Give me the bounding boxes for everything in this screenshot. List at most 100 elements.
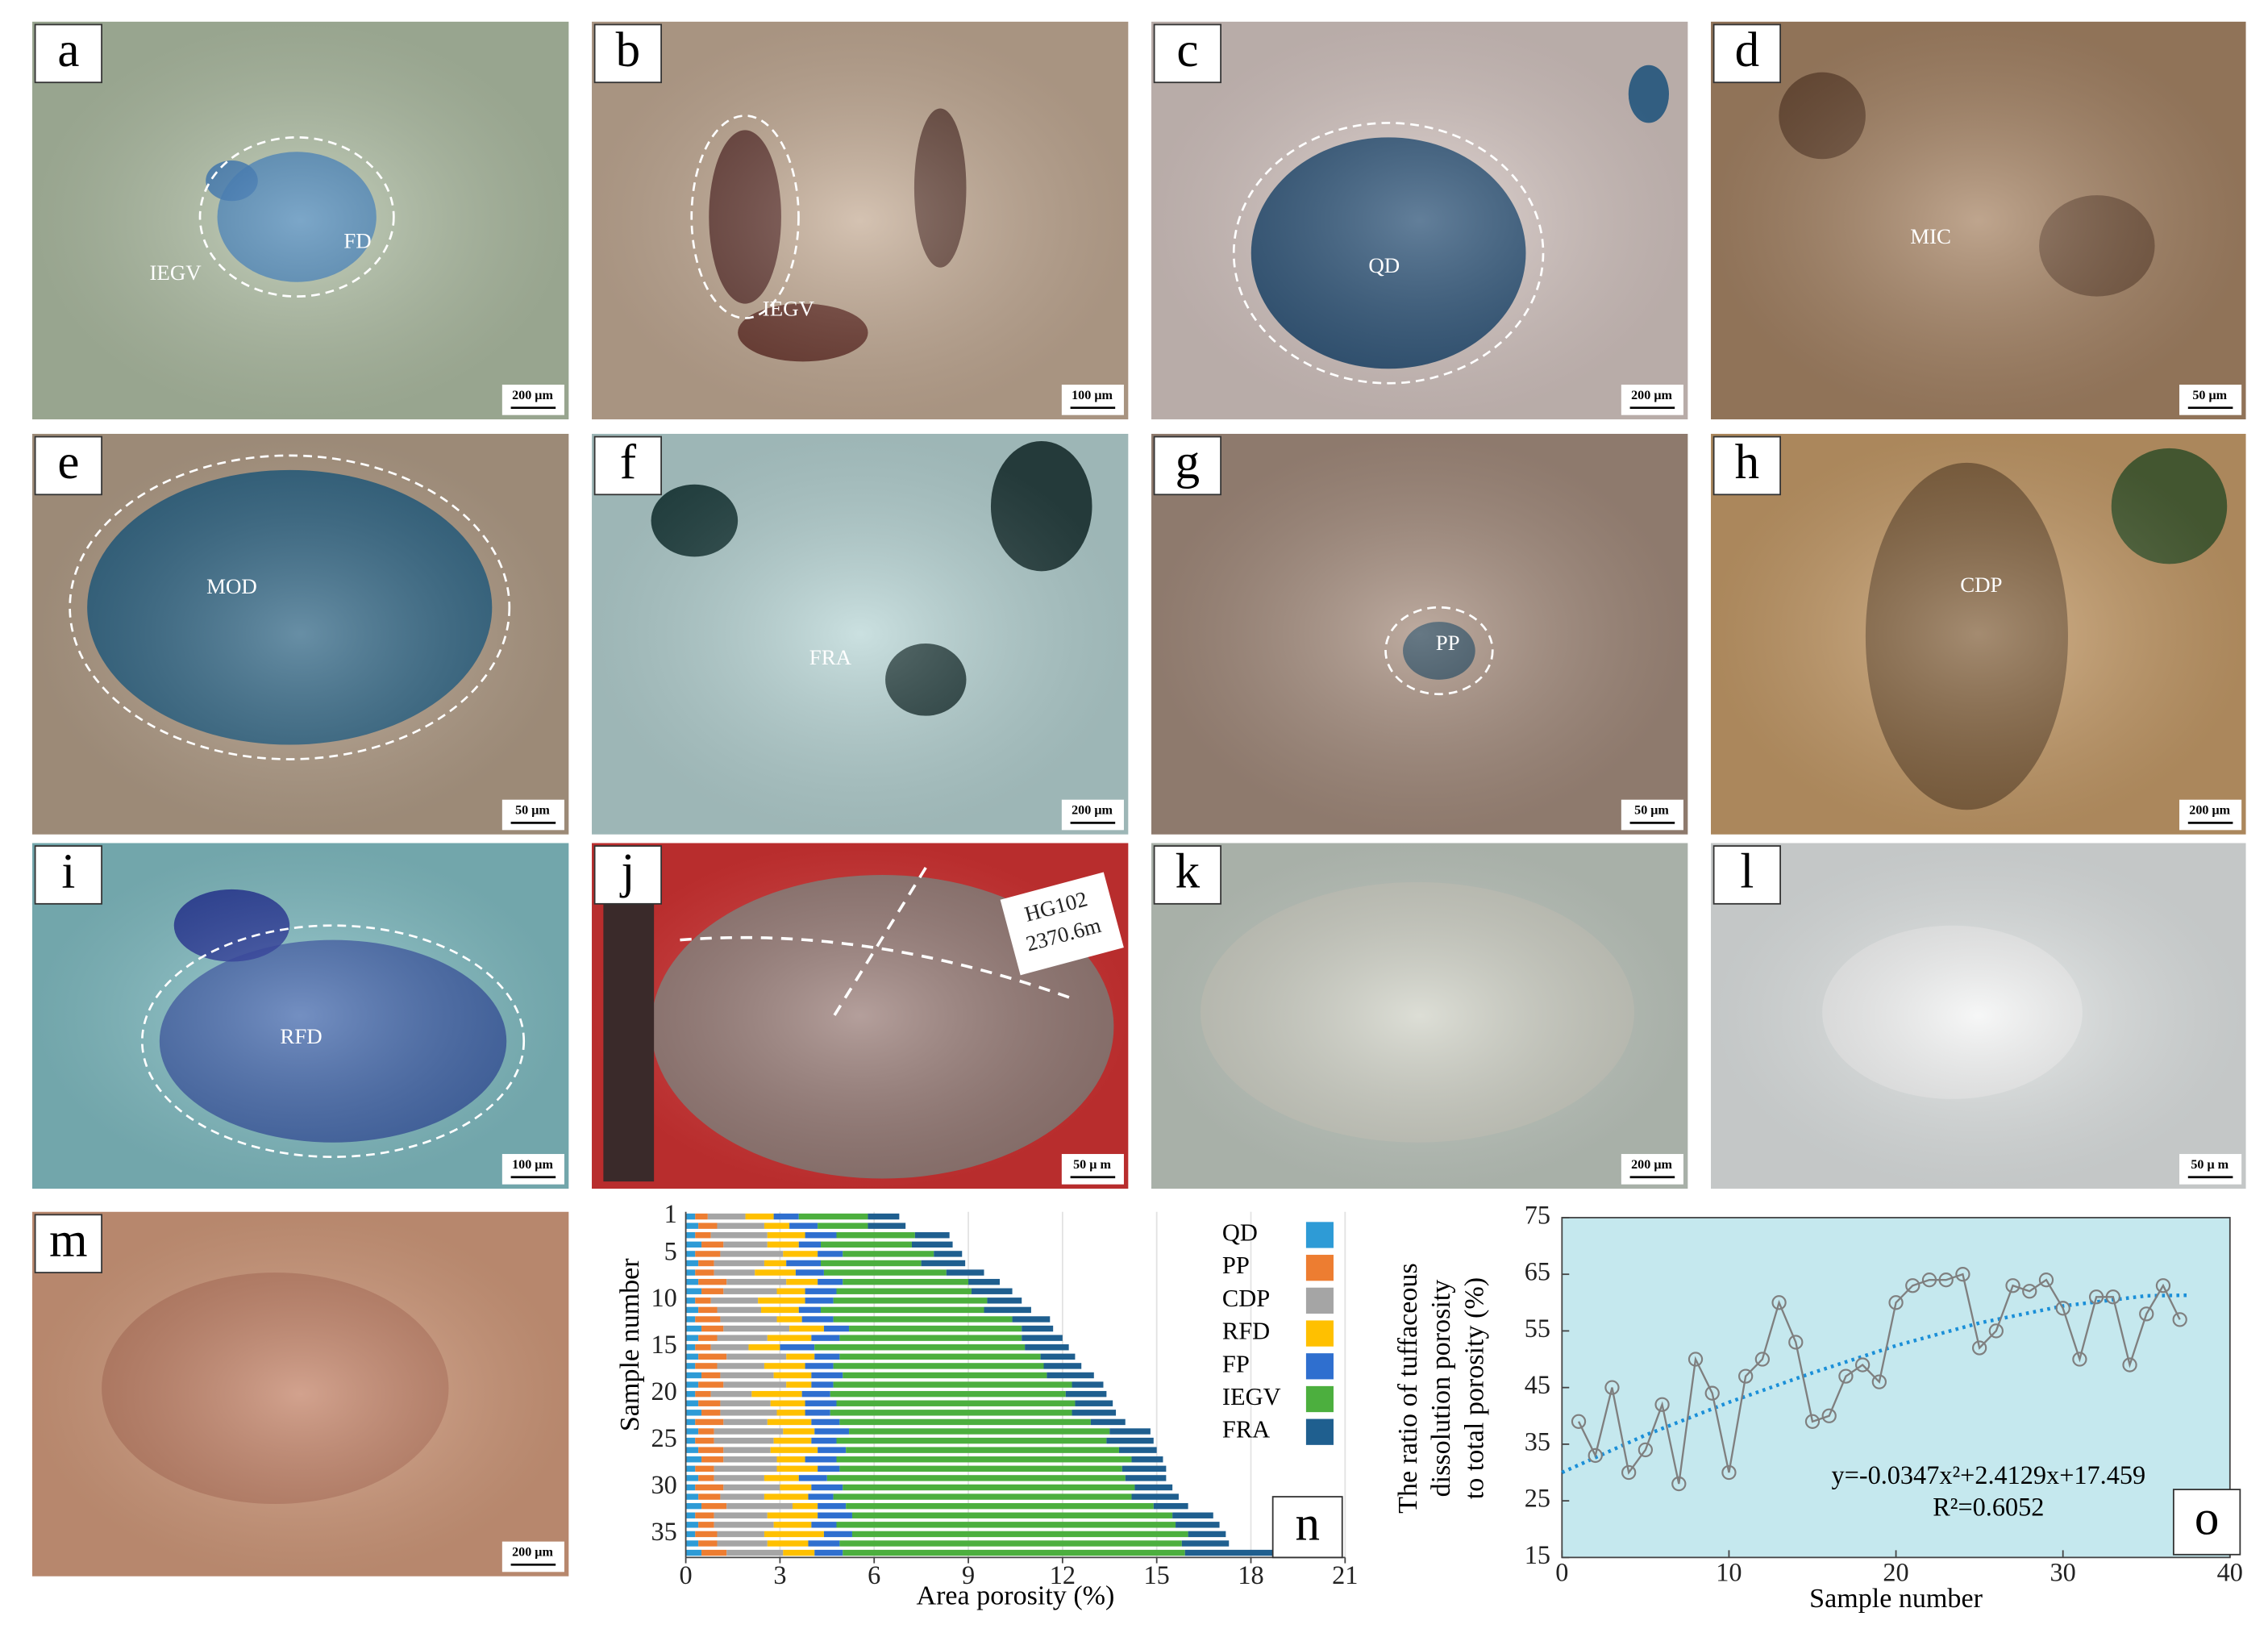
bar-segment — [685, 1456, 702, 1463]
scale-label: 200 μm — [1631, 389, 1672, 402]
bar-segment — [698, 1335, 718, 1341]
bar-segment — [1109, 1428, 1151, 1435]
bar-segment — [833, 1493, 1132, 1500]
bar-segment — [814, 1344, 1026, 1351]
bar-segment — [773, 1372, 812, 1379]
bar-segment — [776, 1288, 805, 1294]
data-point — [2022, 1284, 2037, 1299]
bar-segment — [695, 1465, 714, 1472]
outline — [140, 924, 526, 1158]
y-tick-label: 35 — [651, 1517, 677, 1546]
y-axis-title: Sample number — [615, 1258, 645, 1431]
bar-segment — [685, 1522, 699, 1528]
feature-label: IEGV — [763, 297, 815, 321]
bar-segment — [726, 1549, 784, 1556]
data-point — [1754, 1352, 1771, 1367]
bar-segment — [726, 1278, 787, 1285]
data-point — [1838, 1368, 1854, 1384]
outline — [69, 454, 511, 760]
letter-box — [1153, 845, 1221, 905]
y-tick-label: 15 — [651, 1330, 677, 1359]
data-point — [2038, 1273, 2054, 1288]
bar-segment — [921, 1260, 966, 1267]
bar-segment — [851, 1531, 1188, 1538]
bar-segment — [685, 1540, 699, 1547]
panel-letter: e — [57, 435, 79, 489]
feature-label: PP — [1436, 631, 1460, 655]
bar-segment — [685, 1493, 699, 1500]
bar-segment — [685, 1316, 696, 1323]
data-point — [1671, 1476, 1687, 1492]
bar-segment — [780, 1344, 815, 1351]
scale-box — [1621, 799, 1683, 831]
bar-segment — [776, 1465, 818, 1472]
bar-segment — [818, 1512, 852, 1518]
data-point — [1955, 1267, 1970, 1282]
bar-segment — [833, 1316, 1013, 1323]
micrograph-shade — [592, 433, 1129, 835]
bar-segment — [685, 1400, 699, 1406]
data-point — [2155, 1278, 2171, 1293]
x-tick-label: 30 — [2050, 1557, 2076, 1586]
micrograph-shade — [1151, 843, 1688, 1189]
bar-segment — [764, 1493, 809, 1500]
x-tick-label: 18 — [1238, 1560, 1263, 1589]
bar-segment — [1040, 1353, 1076, 1360]
bar-segment — [707, 1213, 746, 1220]
x-tick-label: 20 — [1883, 1557, 1908, 1586]
bar-segment — [698, 1223, 718, 1229]
bar-segment — [717, 1531, 764, 1538]
bar-segment — [1090, 1418, 1126, 1426]
data-point — [1571, 1414, 1587, 1429]
data-point — [1905, 1278, 1921, 1293]
bar-segment — [811, 1372, 843, 1379]
bar-segment — [946, 1269, 984, 1276]
bar-segment — [811, 1335, 840, 1341]
data-point — [1771, 1295, 1787, 1310]
bar-segment — [695, 1437, 714, 1444]
bar-segment — [836, 1400, 1076, 1406]
y-tick-label: 45 — [1525, 1370, 1550, 1399]
letter-box — [34, 23, 102, 84]
bar-segment — [1043, 1363, 1082, 1369]
y-axis-title: The ratio of tuffaceous — [1393, 1263, 1423, 1514]
data-point — [2055, 1301, 2070, 1316]
data-point — [1621, 1464, 1637, 1481]
panel-letter: l — [1740, 845, 1754, 899]
bar-segment — [1134, 1484, 1173, 1491]
bar-segment — [723, 1381, 787, 1388]
bar-segment — [1172, 1512, 1213, 1518]
data-point — [1971, 1340, 1987, 1356]
bar-segment — [695, 1390, 711, 1397]
data-point — [1687, 1352, 1704, 1367]
bar-segment — [701, 1549, 727, 1556]
letter-box — [593, 845, 662, 905]
bar-segment — [798, 1306, 822, 1314]
bar-segment — [710, 1232, 768, 1239]
bar-segment — [685, 1381, 699, 1388]
micrograph-shade — [32, 843, 569, 1189]
bar-segment — [701, 1410, 721, 1416]
bar-segment — [701, 1325, 724, 1332]
feature-label: FRA — [809, 645, 852, 669]
bar-segment — [821, 1260, 922, 1267]
bar-segment — [1012, 1316, 1051, 1323]
legend-label: PP — [1222, 1252, 1250, 1279]
bar-segment — [839, 1353, 1041, 1360]
bar-segment — [773, 1213, 799, 1220]
bar-segment — [717, 1223, 764, 1229]
panel-letter: h — [1735, 435, 1759, 489]
bar-segment — [685, 1344, 696, 1351]
scale-box — [2179, 1154, 2242, 1185]
bar-segment — [685, 1531, 696, 1538]
bar-segment — [836, 1456, 1132, 1463]
bar-segment — [767, 1540, 809, 1547]
bar-segment — [776, 1316, 802, 1323]
bar-segment — [723, 1241, 768, 1248]
micrograph-shade — [32, 1211, 569, 1577]
bar-segment — [723, 1418, 768, 1426]
bar-segment — [714, 1260, 764, 1267]
scale-label: 100 μm — [1072, 389, 1113, 402]
bar-segment — [1153, 1502, 1188, 1510]
feature-label: CDP — [1960, 573, 2002, 597]
